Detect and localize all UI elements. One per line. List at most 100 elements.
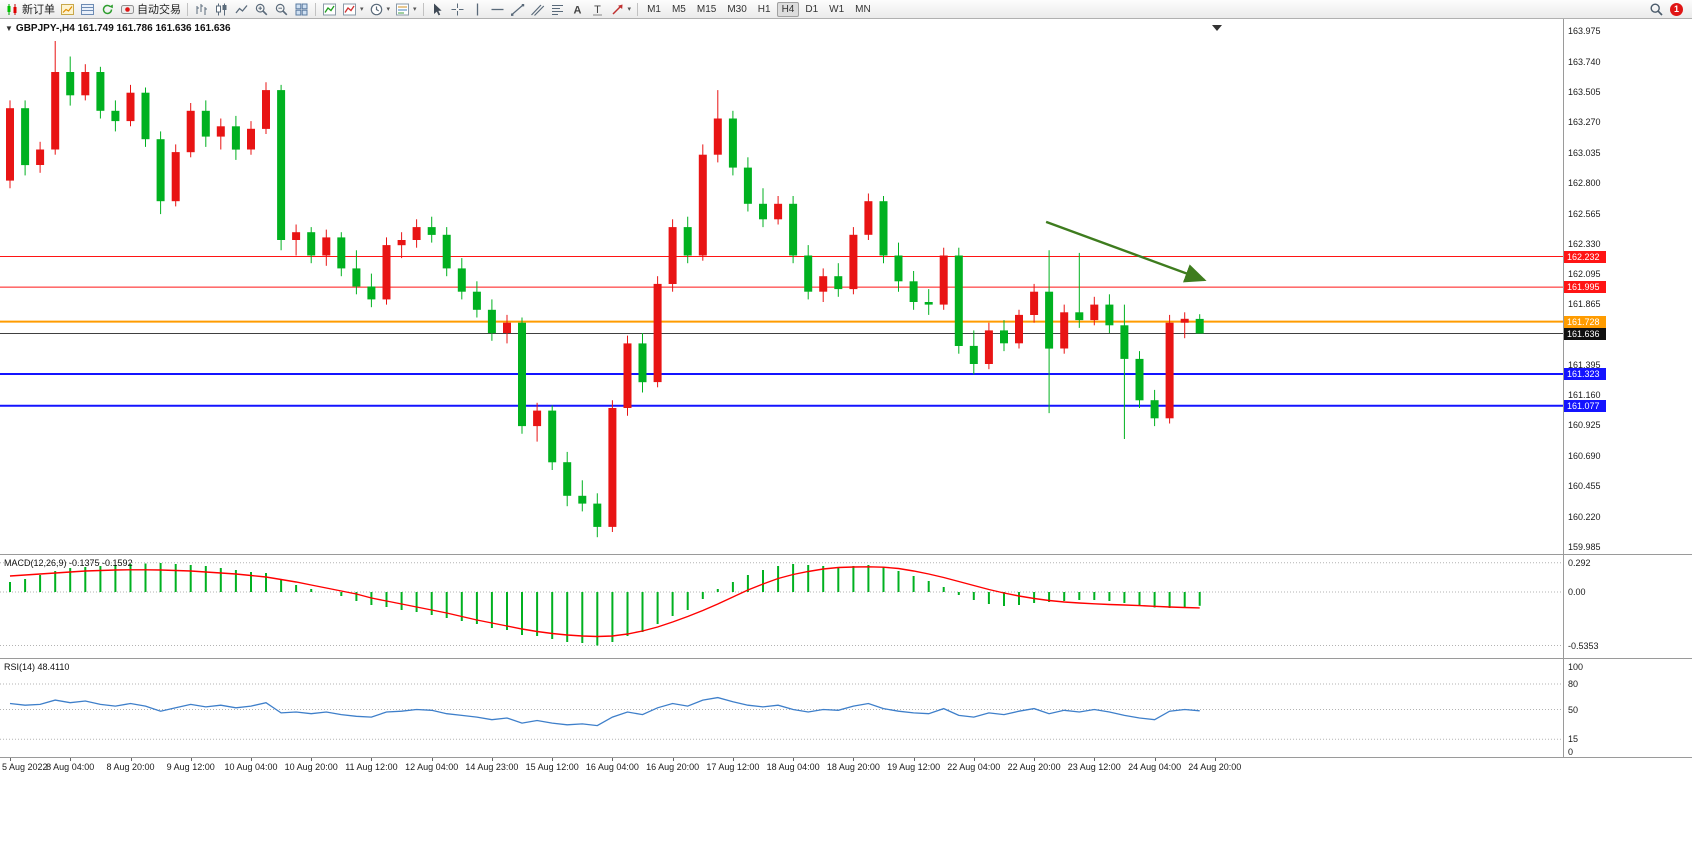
horizontal-line-icon (491, 8, 504, 10)
price-tick-label: 160.455 (1568, 481, 1601, 492)
channel-button[interactable] (528, 1, 547, 18)
new-order-label: 新订单 (22, 4, 55, 16)
macd-panel[interactable] (0, 555, 1563, 658)
price-tick-label: 163.975 (1568, 26, 1601, 37)
timeframe-m5-button[interactable]: M5 (671, 3, 686, 15)
zoom-out-icon (275, 3, 288, 15)
bar-chart-button[interactable] (192, 1, 211, 18)
zoom-out-button[interactable] (272, 1, 291, 18)
price-axis[interactable]: 163.975 163.740 163.505 163.270 163.035 162.8… (1564, 19, 1692, 776)
arrows-tool-button[interactable]: ▾ (608, 1, 634, 18)
time-axis-border (0, 757, 1692, 758)
trendline-button[interactable] (508, 1, 527, 18)
timeframe-m30-button[interactable]: M30 (727, 3, 747, 15)
line-chart-icon (235, 4, 248, 13)
time-axis-label: 12 Aug 04:00 (405, 762, 459, 772)
macd-scale-label: 0.00 (1568, 587, 1586, 597)
timeframe-m1-button[interactable]: M1 (647, 3, 661, 15)
cursor-button[interactable] (428, 1, 447, 18)
text-icon: A (573, 4, 581, 16)
macd-scale-label: -0.5353 (1568, 640, 1599, 651)
text-label-button[interactable]: T (588, 1, 607, 18)
new-chart-button[interactable] (58, 1, 77, 18)
candlestick-chart-icon (216, 3, 227, 15)
dropdown-caret-icon: ▾ (413, 5, 417, 13)
price-line-badge: 161.077 (1564, 399, 1606, 412)
time-axis-label: 19 Aug 12:00 (887, 762, 941, 772)
chart-shift-marker-icon[interactable] (1212, 25, 1222, 31)
timeframe-h4-button[interactable]: H4 (776, 1, 800, 17)
text-button[interactable]: A (568, 1, 587, 18)
search-button[interactable] (1647, 1, 1666, 18)
price-line-badge: 161.323 (1564, 368, 1606, 380)
candlestick-chart-button[interactable] (212, 1, 231, 18)
price-tick-label: 160.690 (1568, 450, 1601, 461)
line-chart-button[interactable] (232, 1, 251, 18)
time-axis-label: 23 Aug 12:00 (1067, 762, 1121, 772)
time-axis-label: 16 Aug 20:00 (646, 762, 700, 772)
panel-separator[interactable] (0, 554, 1692, 555)
panel-separator[interactable] (0, 658, 1692, 659)
channel-icon (530, 4, 544, 16)
rsi-scale-label: 50 (1568, 704, 1579, 715)
time-axis-label: 17 Aug 12:00 (706, 762, 760, 772)
horizontal-line-button[interactable] (488, 1, 507, 18)
bar-chart-icon (196, 3, 207, 15)
indicators-button[interactable] (320, 1, 339, 18)
price-tick-label: 162.095 (1568, 269, 1601, 280)
time-axis-label: 8 Aug 20:00 (106, 762, 155, 772)
new-order-button[interactable]: 新订单 (3, 1, 57, 18)
timeframe-h1-button[interactable]: H1 (757, 3, 771, 15)
tile-windows-button[interactable] (292, 1, 311, 18)
svg-text:T: T (594, 4, 601, 16)
fibonacci-button[interactable] (548, 1, 567, 18)
autotrading-button[interactable]: 自动交易 (118, 1, 183, 18)
rsi-panel[interactable] (0, 659, 1563, 757)
data-window-button[interactable] (78, 1, 97, 18)
symbol-ohlc-text: GBPJPY-,H4 161.749 161.786 161.636 161.6… (15, 23, 231, 34)
cursor-icon (433, 3, 442, 15)
indicator-list-button[interactable]: ▾ (340, 1, 366, 18)
timeframe-d1-button[interactable]: D1 (805, 3, 819, 15)
time-axis-label: 8 Aug 04:00 (46, 762, 95, 772)
notification-badge[interactable]: 1 (1670, 2, 1683, 16)
price-tick-label: 161.160 (1568, 390, 1601, 401)
periods-button[interactable]: ▾ (367, 1, 393, 18)
price-tick-label: 162.800 (1568, 178, 1601, 189)
rsi-scale-label: 15 (1568, 734, 1579, 745)
time-tick-mark (973, 758, 975, 761)
templates-button[interactable]: ▾ (393, 1, 419, 18)
price-tick-label: 163.270 (1568, 117, 1601, 128)
price-axis-border (1563, 19, 1564, 758)
toolbar: 新订单 自动交易 (0, 0, 1692, 19)
toolbar-separator (315, 2, 316, 16)
trend-arrow-annotation[interactable] (1045, 220, 1207, 283)
arrow-tool-icon (612, 4, 623, 15)
rsi-line (9, 696, 1200, 727)
crosshair-button[interactable] (448, 1, 467, 18)
vertical-line-button[interactable] (468, 1, 487, 18)
zoom-in-button[interactable] (252, 1, 271, 18)
autotrading-icon (121, 4, 134, 14)
timeframe-mn-button[interactable]: MN (855, 3, 871, 15)
vertical-line-icon (476, 3, 478, 15)
candlesticks[interactable] (6, 41, 1204, 538)
time-tick-mark (251, 758, 252, 761)
timeframe-m15-button[interactable]: M15 (696, 3, 717, 15)
price-line-badge: 161.728 (1564, 315, 1606, 328)
time-tick-mark (431, 758, 433, 761)
time-tick-mark (311, 758, 313, 761)
refresh-button[interactable] (98, 1, 117, 18)
clock-icon (370, 3, 382, 15)
crosshair-icon (451, 3, 464, 15)
timeframe-w1-button[interactable]: W1 (829, 3, 845, 15)
rsi-scale-label: 100 (1568, 662, 1584, 672)
price-tick-label: 163.505 (1568, 87, 1601, 97)
main-chart-panel[interactable] (0, 19, 1563, 554)
tile-windows-icon (295, 3, 308, 15)
time-axis[interactable]: 5 Aug 2022 8 Aug 04:00 8 Aug 20:00 9 Aug 12… (0, 758, 1692, 776)
rsi-scale-label: 0 (1568, 747, 1574, 757)
refresh-icon (102, 4, 113, 14)
time-tick-mark (130, 758, 132, 761)
fibonacci-icon (551, 4, 563, 15)
